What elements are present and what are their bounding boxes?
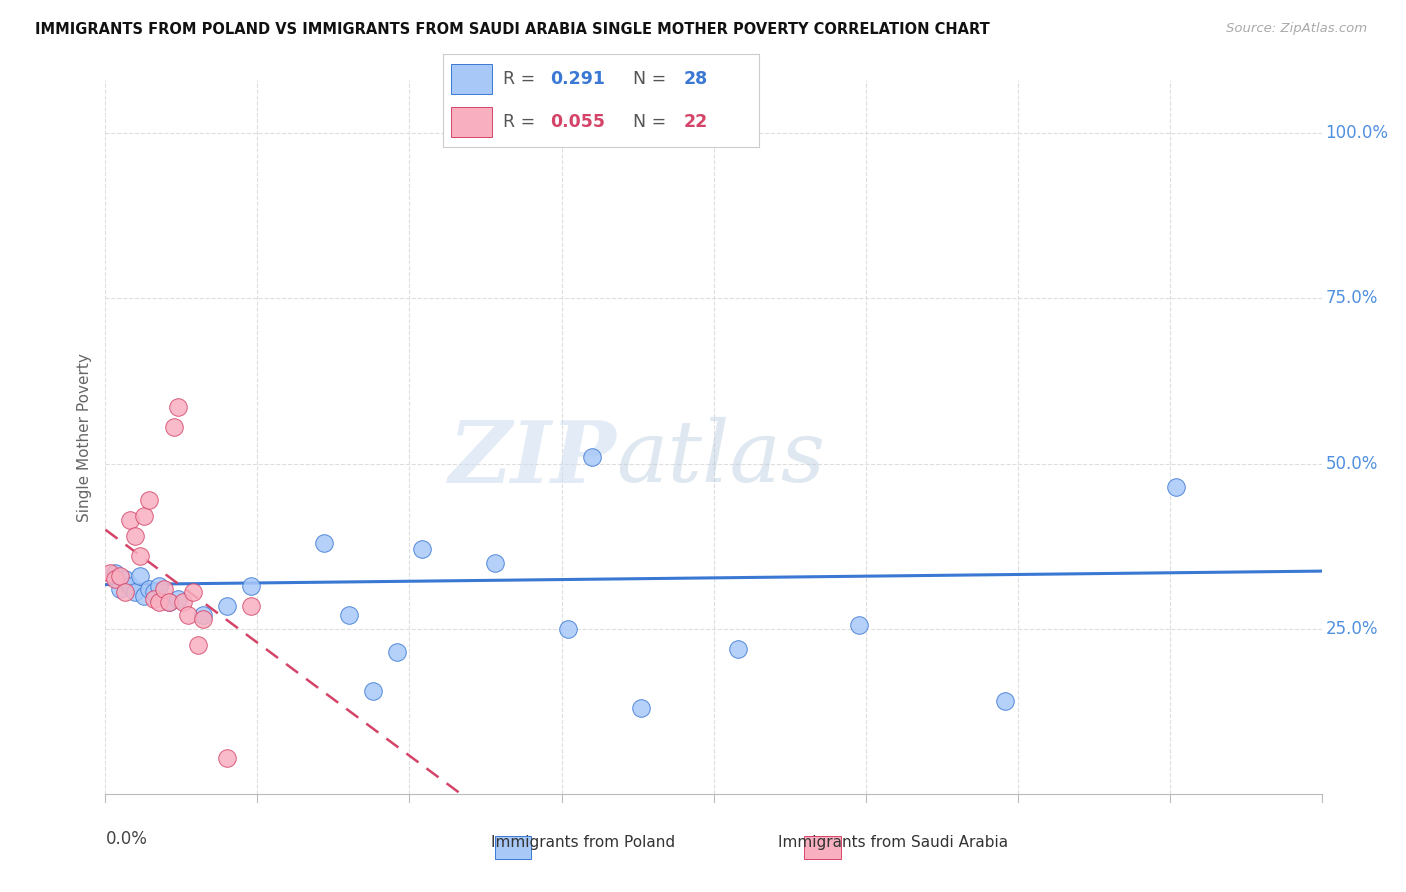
Point [217,599,239,613]
Text: R =: R = [503,70,541,87]
Point [361,684,384,698]
Point [177,608,200,623]
Point [104,572,127,586]
Point [411,542,433,557]
Point [240,599,263,613]
Point [118,513,141,527]
Text: IMMIGRANTS FROM POLAND VS IMMIGRANTS FROM SAUDI ARABIA SINGLE MOTHER POVERTY COR: IMMIGRANTS FROM POLAND VS IMMIGRANTS FRO… [35,22,990,37]
Text: ZIP: ZIP [449,417,616,500]
Text: Immigrants from Saudi Arabia: Immigrants from Saudi Arabia [778,836,1008,850]
Text: 0.055: 0.055 [550,113,606,131]
Point [148,595,170,609]
Point [108,582,131,596]
Text: Immigrants from Poland: Immigrants from Poland [492,836,675,850]
Point [162,420,184,434]
Text: N =: N = [633,113,672,131]
Text: 50.0%: 50.0% [1326,455,1378,473]
Point [181,585,204,599]
Point [630,701,652,715]
Point [157,595,180,609]
Point [494,126,516,140]
Point [134,509,156,524]
Point [143,585,166,599]
Point [581,450,603,464]
Point [217,750,239,764]
Point [138,492,160,507]
Point [124,585,146,599]
Point [484,556,506,570]
Point [187,638,209,652]
Point [128,569,150,583]
Point [191,608,214,623]
Point [337,608,360,623]
Point [148,579,170,593]
Point [104,566,127,580]
Point [143,591,166,606]
Point [314,536,336,550]
Point [138,582,160,596]
Point [114,572,136,586]
Point [128,549,150,563]
Point [848,618,870,632]
Point [727,641,749,656]
Point [114,585,136,599]
Text: 22: 22 [683,113,707,131]
Text: R =: R = [503,113,541,131]
Point [1164,480,1187,494]
Point [108,569,131,583]
Text: 100.0%: 100.0% [1326,124,1388,142]
Point [172,595,194,609]
Point [134,589,156,603]
Point [387,645,409,659]
Point [167,591,190,606]
Text: 0.0%: 0.0% [105,830,148,847]
FancyBboxPatch shape [451,64,492,94]
Text: Source: ZipAtlas.com: Source: ZipAtlas.com [1226,22,1367,36]
Text: 25.0%: 25.0% [1326,620,1378,638]
Point [98,566,121,580]
Point [240,579,263,593]
Text: 28: 28 [683,70,707,87]
Point [167,401,190,415]
Text: atlas: atlas [616,417,825,500]
Text: 0.291: 0.291 [550,70,606,87]
Text: 75.0%: 75.0% [1326,289,1378,308]
Point [157,595,180,609]
FancyBboxPatch shape [451,107,492,136]
Point [191,612,214,626]
Point [557,622,579,636]
Point [124,529,146,543]
Point [994,694,1017,708]
Point [153,582,176,596]
Point [118,579,141,593]
Y-axis label: Single Mother Poverty: Single Mother Poverty [76,352,91,522]
Text: N =: N = [633,70,672,87]
